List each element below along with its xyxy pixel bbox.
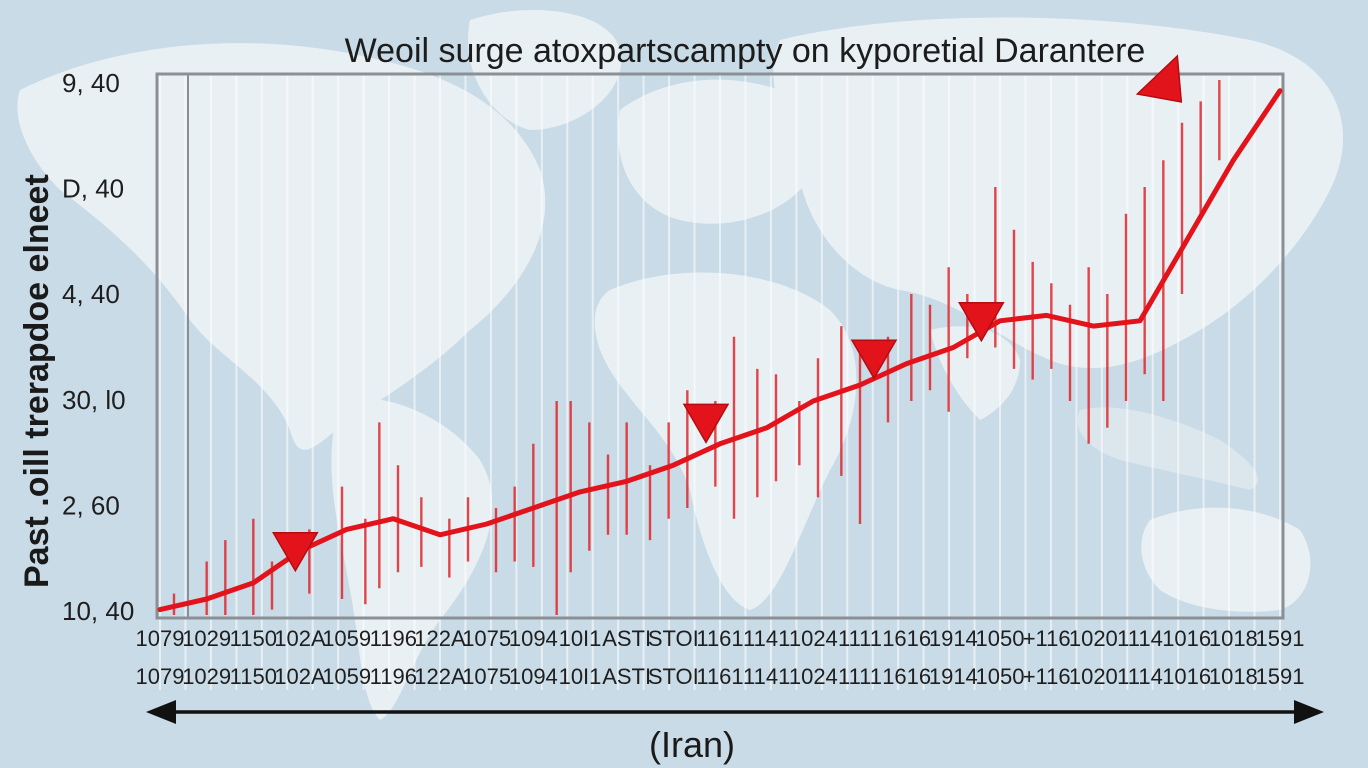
y-tick-label: 10, 40 (62, 596, 134, 626)
x-tick-label: 1016 (1162, 626, 1211, 651)
trend-marker (850, 339, 898, 380)
x-tick-label-mirror: 1024 (789, 664, 838, 689)
x-tick-label: 1020 (1069, 626, 1118, 651)
x-tick-label: 1059 (322, 626, 371, 651)
x-axis-label: (Iran) (649, 724, 735, 765)
x-tick-label: 1018 (1209, 626, 1258, 651)
x-tick-label: STOI (648, 626, 699, 651)
x-tick-label-mirror: STOI (648, 664, 699, 689)
x-tick-label: 102A (274, 626, 326, 651)
y-axis-ticks: 9, 40 D, 40 4, 40 30, l0 2, 60 10, 40 (62, 68, 134, 626)
x-tick-label: 122A (414, 626, 466, 651)
x-tick-label-mirror: 1161 (696, 664, 743, 689)
trend-marker (958, 302, 1005, 343)
x-axis-double-arrow (146, 700, 1324, 724)
x-tick-label: 1616 (882, 626, 931, 651)
arrow-right-icon (1294, 700, 1324, 724)
x-tick-label-mirror: 10I1 (559, 664, 602, 689)
x-tick-label-mirror: 1079 (136, 664, 185, 689)
x-tick-label-mirror: 1616 (882, 664, 931, 689)
x-tick-label: 1114 (1117, 626, 1163, 651)
x-tick-label: 1029 (182, 626, 231, 651)
x-tick-label-mirror: 1050 (976, 664, 1025, 689)
x-tick-label-mirror: 102A (274, 664, 326, 689)
x-tick-label: 1591 (1256, 626, 1305, 651)
plot-area-frame (155, 72, 1285, 620)
x-tick-label: ASTI (602, 626, 651, 651)
trend-marker (1135, 54, 1183, 103)
x-tick-label: 1094 (509, 626, 558, 651)
trend-markers (272, 54, 1183, 573)
x-tick-label: 1075 (462, 626, 511, 651)
x-tick-label: 1111 (838, 626, 882, 651)
chart-title: Weoil surge atoxpartscampty on kyporetia… (345, 32, 1146, 70)
y-tick-label: 30, l0 (62, 385, 126, 415)
x-tick-label-mirror: 1016 (1162, 664, 1211, 689)
x-tick-label-mirror: 1094 (509, 664, 558, 689)
x-tick-label-mirror: 1914 (929, 664, 978, 689)
x-tick-label: 1196 (370, 626, 417, 651)
y-tick-label: 9, 40 (62, 68, 120, 98)
trend-marker (272, 532, 319, 573)
x-tick-label: 1024 (789, 626, 838, 651)
x-tick-label: 10I1 (559, 626, 602, 651)
x-tick-label: 1914 (929, 626, 978, 651)
x-tick-label-mirror: 1075 (462, 664, 511, 689)
x-tick-label-mirror: 1111 (838, 664, 882, 689)
x-tick-label: 1141 (743, 626, 790, 651)
x-tick-label: 1161 (696, 626, 743, 651)
x-axis-ticks: 107910791029102911501150102A102A10591059… (136, 626, 1305, 689)
x-tick-label-mirror: 1591 (1256, 664, 1305, 689)
x-tick-label-mirror: 1018 (1209, 664, 1258, 689)
y-tick-label: D, 40 (62, 174, 124, 204)
x-tick-label-mirror: +116 (1023, 664, 1071, 689)
x-tick-label-mirror: 1029 (182, 664, 231, 689)
x-tick-label-mirror: 1150 (230, 664, 277, 689)
x-tick-label: +116 (1023, 626, 1071, 651)
series-line (157, 88, 1283, 613)
y-axis-label: Past .oill trerapdoe elneet (18, 174, 56, 588)
x-tick-label-mirror: ASTI (602, 664, 651, 689)
arrow-left-icon (146, 700, 176, 724)
x-tick-label-mirror: 1141 (743, 664, 790, 689)
x-tick-label-mirror: 1114 (1117, 664, 1163, 689)
y-tick-label: 4, 40 (62, 279, 120, 309)
x-tick-label-mirror: 122A (414, 664, 466, 689)
vertical-gridlines (159, 74, 1281, 690)
x-tick-label: 1079 (136, 626, 185, 651)
trend-marker (682, 403, 730, 444)
y-tick-label: 2, 60 (62, 490, 120, 520)
x-tick-label-mirror: 1196 (370, 664, 417, 689)
x-tick-label-mirror: 1020 (1069, 664, 1118, 689)
x-tick-label: 1150 (230, 626, 277, 651)
x-tick-label-mirror: 1059 (322, 664, 371, 689)
x-tick-label: 1050 (976, 626, 1025, 651)
